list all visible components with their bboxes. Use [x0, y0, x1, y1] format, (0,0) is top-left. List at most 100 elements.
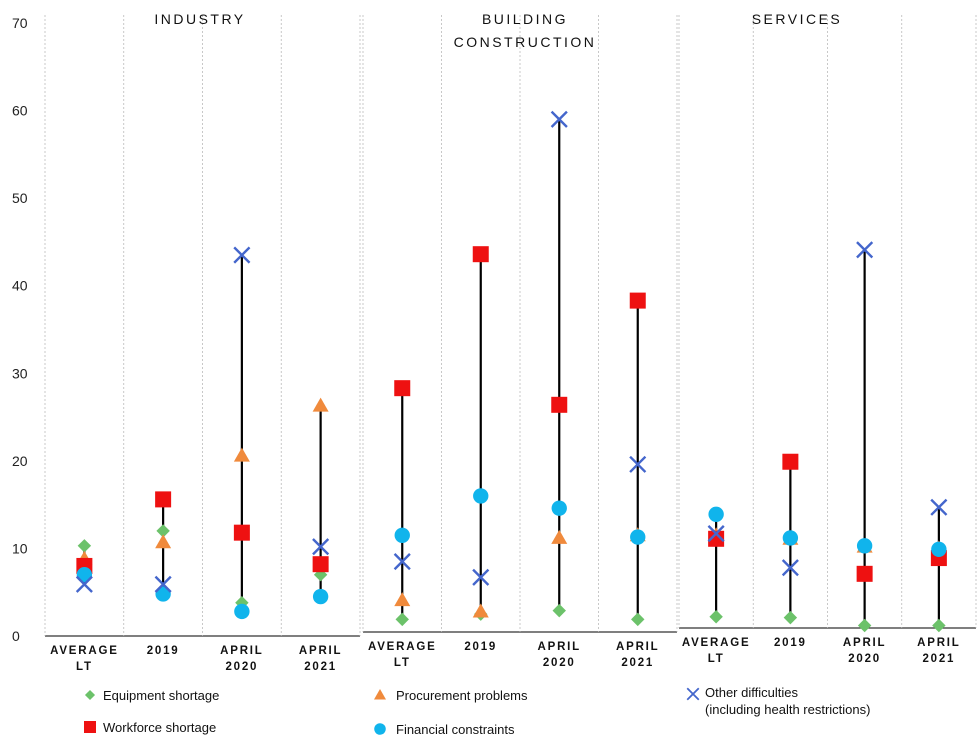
category-label: 2020 [543, 657, 576, 669]
point-financial [473, 488, 489, 504]
point-workforce [312, 556, 329, 573]
point-other [75, 575, 93, 593]
legend-item-other: Other difficulties (including health rest… [686, 685, 870, 717]
y-tick-label: 0 [12, 628, 20, 644]
point-equipment [552, 603, 566, 618]
y-tick-label: 50 [12, 190, 28, 206]
legend-marker-other [686, 687, 700, 701]
category-label: APRIL [616, 641, 660, 653]
category-label: 2021 [304, 661, 337, 673]
legend-label: Equipment shortage [103, 688, 219, 703]
category-label: 2019 [464, 641, 497, 653]
category-label: APRIL [220, 645, 264, 657]
legend-label: Other difficulties [705, 685, 798, 700]
legend-label: Procurement problems [396, 688, 528, 703]
point-equipment [631, 612, 645, 627]
point-procurement [472, 603, 489, 618]
panel-title: INDUSTRY [154, 11, 245, 27]
y-tick-label: 10 [12, 540, 28, 556]
category-label: APRIL [917, 637, 961, 649]
panel-2: BUILDING CONSTRUCTION AVERAGE LT 2019 APRIL 20… [362, 11, 678, 669]
point-equipment [857, 618, 872, 633]
point-workforce [782, 453, 799, 470]
panel-title: BUILDING [482, 11, 568, 27]
point-equipment [709, 610, 723, 624]
legend-item-equipment: Equipment shortage [84, 688, 219, 703]
point-other [781, 559, 799, 577]
point-financial [630, 529, 646, 545]
panel-title: SERVICES [752, 11, 843, 27]
category-label: LT [708, 653, 725, 665]
point-other [930, 498, 948, 516]
legend-item-workforce: Workforce shortage [84, 720, 216, 735]
category-label: AVERAGE [682, 637, 751, 649]
point-financial [312, 588, 329, 605]
point-other [707, 525, 725, 543]
point-other [393, 553, 411, 571]
legend-marker-workforce [84, 721, 96, 733]
y-tick-label: 20 [12, 453, 28, 469]
point-financial [856, 538, 873, 554]
point-equipment [932, 618, 946, 633]
legend-item-procurement: Procurement problems [374, 688, 528, 703]
y-tick-label: 40 [12, 278, 28, 294]
category-label: 2019 [147, 645, 180, 657]
point-equipment [77, 539, 92, 553]
point-financial [155, 586, 171, 602]
legend-marker-financial [374, 723, 386, 735]
point-financial [551, 500, 567, 516]
point-other [312, 538, 330, 556]
category-label: APRIL [843, 637, 887, 649]
legend-item-financial: Financial constraints [374, 722, 515, 737]
y-tick-label: 30 [12, 365, 28, 381]
point-equipment [235, 596, 249, 610]
point-procurement [551, 529, 568, 544]
point-procurement [312, 397, 329, 412]
category-label: 2020 [848, 653, 881, 665]
panel-1: INDUSTRY AVERAGE LT 2019 APRIL 2020 APRIL 2021 [44, 11, 361, 673]
point-other [154, 575, 172, 593]
panel-title: CONSTRUCTION [454, 34, 597, 50]
point-procurement [233, 447, 250, 462]
point-other [233, 246, 251, 264]
category-label: AVERAGE [368, 641, 437, 653]
point-other [629, 455, 647, 473]
category-label: LT [394, 657, 411, 669]
panel-3: SERVICES AVERAGE LT 2019 APRIL 2020 APRIL 2021 [678, 11, 977, 665]
point-other [856, 241, 874, 259]
point-equipment [395, 612, 409, 627]
point-other [472, 568, 490, 586]
category-label: AVERAGE [50, 645, 119, 657]
category-label: APRIL [299, 645, 343, 657]
point-financial [394, 527, 410, 543]
legend-marker-equipment [84, 689, 96, 701]
point-other [550, 110, 568, 128]
point-procurement [155, 534, 172, 549]
y-tick-label: 60 [12, 103, 28, 119]
point-workforce [233, 524, 250, 541]
legend-marker-procurement [374, 689, 386, 700]
legend-label: Workforce shortage [103, 720, 216, 735]
point-workforce [551, 396, 568, 413]
point-financial [782, 530, 799, 546]
point-equipment [156, 524, 170, 538]
point-workforce [856, 565, 873, 582]
point-financial [708, 506, 724, 522]
category-label: 2019 [774, 637, 807, 649]
point-workforce [394, 380, 411, 397]
category-label: 2021 [621, 657, 654, 669]
point-equipment [313, 567, 328, 582]
legend-label: Financial constraints [396, 722, 515, 737]
point-workforce [155, 491, 172, 508]
point-procurement [394, 592, 411, 607]
point-workforce [629, 292, 646, 309]
legend-label: (including health restrictions) [705, 702, 870, 717]
point-financial [76, 567, 93, 583]
category-label: APRIL [538, 641, 582, 653]
y-tick-label: 70 [12, 15, 28, 31]
point-workforce [708, 530, 725, 547]
category-label: LT [76, 661, 93, 673]
point-financial [931, 541, 947, 557]
category-label: 2020 [225, 661, 258, 673]
point-equipment [783, 610, 798, 625]
